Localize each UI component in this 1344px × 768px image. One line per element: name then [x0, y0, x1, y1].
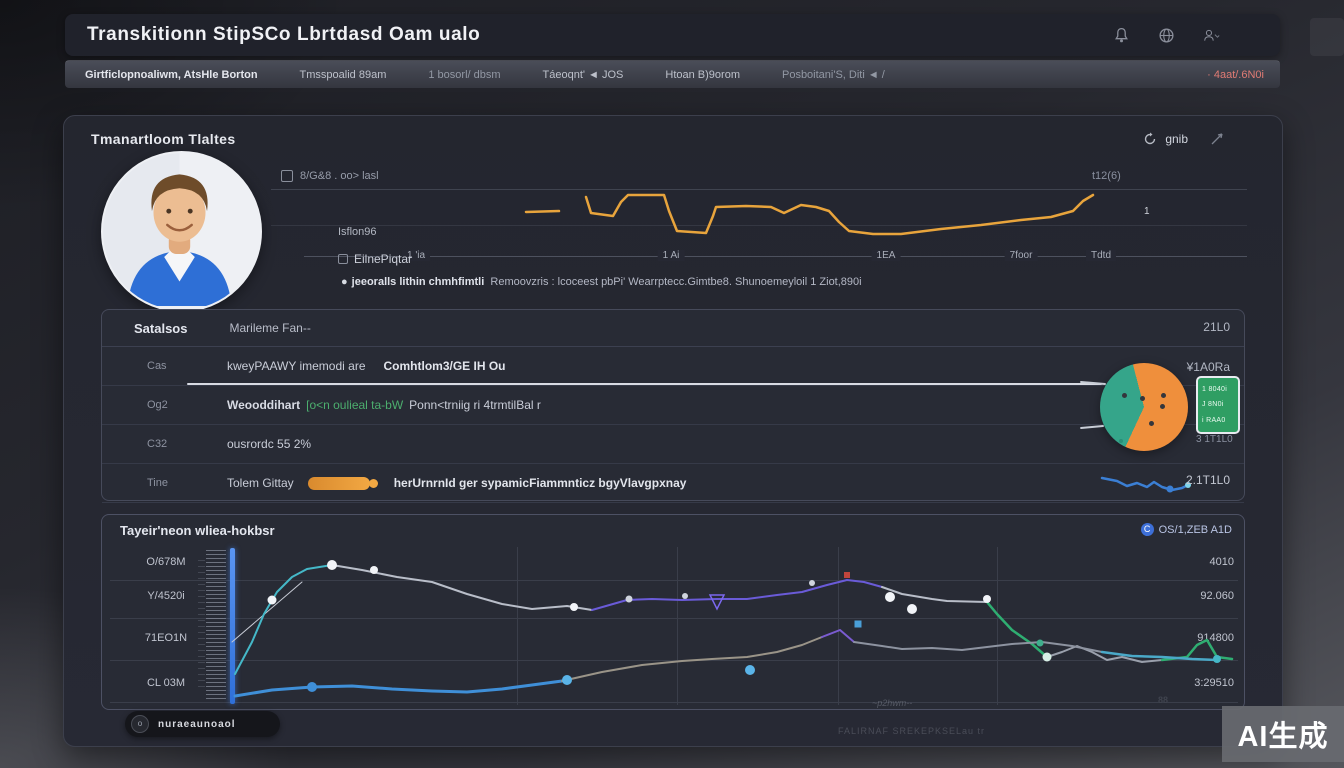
legend-item: i RAA0: [1202, 417, 1234, 424]
nav-alert-text: · 4aat/.6N0i: [1207, 69, 1264, 81]
watermark-text: AI生成: [1237, 713, 1328, 755]
table-row[interactable]: Og2 Weooddihart [o<n oulieal ta-bW Ponn<…: [102, 386, 1244, 425]
refresh-control[interactable]: gnib: [1143, 132, 1224, 146]
chart-stamp: 88: [1158, 695, 1168, 705]
footer-faint-text: FALIRNAF SREKEPKSELau tr: [838, 726, 985, 736]
pie-dot: [1149, 421, 1154, 426]
nav-item-1[interactable]: Tmsspoalid 89am: [300, 69, 387, 81]
row-label: Cas: [147, 360, 227, 372]
row-text-bold: herUrnrnId ger sypamicFiammnticz bgyVlav…: [394, 476, 687, 490]
pie-dot: [1161, 393, 1166, 398]
pie-dot: [1140, 396, 1145, 401]
table-subtitle: Marileme Fan--: [229, 321, 310, 335]
table-row[interactable]: Cas kweyPAAWY imemodi are Comhtlom3/GE I…: [102, 347, 1244, 386]
avatar-illustration: [103, 153, 256, 306]
pie-dot: [1160, 404, 1165, 409]
row-text: Weooddihart: [227, 398, 300, 412]
row-text: kweyPAAWY imemodi are: [227, 359, 366, 373]
small-square-icon: [338, 254, 348, 264]
row-label: Tine: [147, 477, 227, 489]
corner-highlight: [1310, 18, 1344, 56]
table-row[interactable]: Tine Tolem Gittay herUrnrnId ger sypamic…: [102, 464, 1244, 503]
timeseries-badge[interactable]: C OS/1,ZEB A1D: [1141, 523, 1232, 536]
watermark: AI生成: [1222, 706, 1344, 762]
legend-item: J 8N0i: [1202, 401, 1234, 408]
chart-footnote: ~p2hwm--: [872, 698, 912, 708]
table-header: Satalsos Marileme Fan--: [102, 310, 1244, 347]
nav-item-2[interactable]: 1 bosorl/ dbsm: [428, 69, 500, 81]
chart-right-label: t12(6): [1092, 170, 1121, 182]
record-icon: o: [131, 715, 149, 733]
row-label: Og2: [147, 399, 227, 411]
timeseries-header: Tayeir'neon wliea-hokbsr: [102, 515, 1244, 545]
footer-pill-label: nuraeaunoaol: [158, 719, 236, 730]
progress-capsule: [308, 477, 370, 490]
table-header-value: 21L0: [1203, 320, 1230, 334]
table-title: Satalsos: [134, 321, 187, 336]
titlebar-icons: [1113, 27, 1220, 44]
note-rest: Remoovzris : lcoceest pbPi' Wearrptecc.G…: [490, 276, 861, 288]
chart-toolbar: 8/G&8 . oo> lasl: [281, 170, 379, 182]
x-tick-1: 1 Ai: [658, 250, 685, 261]
user-menu-icon[interactable]: [1203, 27, 1220, 44]
footer-pill-button[interactable]: o nuraeaunoaol: [125, 711, 280, 737]
chart-annotation: 1: [1144, 206, 1150, 217]
pie-dot-teal: [1119, 439, 1123, 443]
timeseries-chart: [112, 547, 1236, 709]
badge-label: OS/1,ZEB A1D: [1159, 524, 1232, 536]
row-text-2: Ponn<trniig ri 4trmtilBal r: [409, 398, 541, 412]
note-lead: jeeoralls lithin chmhfimtli: [352, 276, 485, 288]
pie-legend: 1 8040i J 8N0i i RAA0: [1196, 376, 1240, 434]
row-text: Tolem Gittay: [227, 476, 294, 490]
summary-note: ● jeeoralls lithin chmhfimtli Remoovzris …: [341, 276, 862, 288]
pie-dot: [1122, 393, 1127, 398]
bell-icon[interactable]: [1113, 27, 1130, 44]
send-icon[interactable]: [1210, 132, 1224, 146]
row4-value: 2.1T1L0: [1186, 473, 1230, 487]
row-label: C32: [147, 438, 227, 450]
panel-title: Tmanartloom Tlaltes: [91, 131, 236, 147]
profile-line2: EilnePiqtar: [354, 252, 412, 266]
checkbox-icon[interactable]: [281, 170, 293, 182]
refresh-label: gnib: [1165, 132, 1188, 146]
timeseries-card: Tayeir'neon wliea-hokbsr C OS/1,ZEB A1D …: [101, 514, 1245, 710]
titlebar: Transkitionn StipSCo Lbrtdasd Oam ualo: [65, 14, 1280, 56]
legend-item: 1 8040i: [1202, 386, 1234, 393]
profile-avatar[interactable]: [101, 151, 262, 312]
row-text: ousrordc 55 2%: [227, 437, 311, 451]
app-title: Transkitionn StipSCo Lbrtdasd Oam ualo: [87, 24, 480, 46]
globe-icon[interactable]: [1158, 27, 1175, 44]
row1-value: ¥1A0Ra: [1187, 360, 1230, 374]
stats-table-card: Satalsos Marileme Fan-- 21L0 Cas kweyPAA…: [101, 309, 1245, 501]
share-pie-chart: [1100, 363, 1188, 451]
table-row[interactable]: C32 ousrordc 55 2%: [102, 425, 1244, 464]
profile-line1: Isflon96: [338, 226, 377, 238]
copyright-icon: C: [1141, 523, 1154, 536]
row4-sparkline: [1097, 468, 1197, 496]
main-panel: Tmanartloom Tlaltes gnib 8/G&8 . oo> las…: [63, 115, 1283, 747]
x-tick-4: Tdtd: [1086, 250, 1116, 261]
row-text-bold: Comhtlom3/GE IH Ou: [384, 359, 506, 373]
row-text-green: [o<n oulieal ta-bW: [306, 398, 403, 412]
nav-item-4[interactable]: Htoan B)9orom: [665, 69, 740, 81]
x-tick-2: 1EA: [872, 250, 901, 261]
legend-below-value: 3 1T1L0: [1196, 434, 1233, 445]
nav-item-3[interactable]: Táeoqnt' ◄ JOS: [543, 69, 624, 81]
x-tick-3: 7foor: [1005, 250, 1038, 261]
nav-item-5[interactable]: Posboitani'S, Diti ◄ /: [782, 69, 885, 81]
chart-label: 8/G&8 . oo> lasl: [300, 170, 379, 182]
bullet-icon: ●: [341, 276, 348, 288]
highlight-rule: [187, 383, 1102, 385]
nav-bar: Girtficlopnoaliwm, AtsHle Borton Tmsspoa…: [65, 60, 1280, 88]
nav-item-0[interactable]: Girtficlopnoaliwm, AtsHle Borton: [85, 69, 258, 81]
refresh-icon[interactable]: [1143, 132, 1157, 146]
profile-line2-row: EilnePiqtar: [338, 252, 412, 266]
timeseries-title: Tayeir'neon wliea-hokbsr: [120, 523, 275, 538]
